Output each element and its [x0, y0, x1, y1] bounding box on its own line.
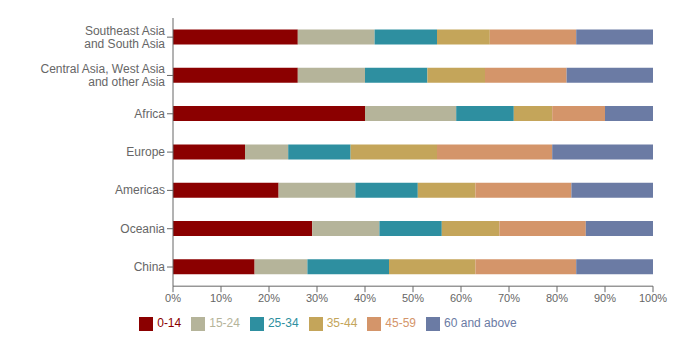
html-text:45-59: 45-59	[385, 316, 416, 331]
svg-text:60%: 60%	[450, 292, 472, 304]
svg-text:Europe: Europe	[126, 145, 165, 159]
svg-text:90%: 90%	[594, 292, 616, 304]
svg-text:50%: 50%	[402, 292, 424, 304]
svg-text:China: China	[134, 260, 166, 274]
svg-text:80%: 80%	[546, 292, 568, 304]
svg-text:Americas: Americas	[115, 183, 165, 197]
html-text:60 and above: 60 and above	[444, 316, 517, 331]
svg-text:Southeast Asiaand South Asia: Southeast Asiaand South Asia	[84, 24, 165, 51]
html-text:25-34: 25-34	[267, 316, 299, 331]
svg-text:Central Asia, West Asiaand oth: Central Asia, West Asiaand other Asia	[41, 62, 166, 89]
svg-text:100%: 100%	[639, 292, 667, 304]
html-text:0-14: 0-14	[157, 316, 182, 331]
svg-text:70%: 70%	[498, 292, 520, 304]
svg-text:Oceania: Oceania	[120, 222, 165, 236]
svg-text:30%: 30%	[306, 292, 328, 304]
svg-text:40%: 40%	[354, 292, 376, 304]
svg-text:Africa: Africa	[134, 107, 165, 121]
html-text:15-24: 15-24	[209, 316, 240, 331]
svg-text:0%: 0%	[165, 292, 181, 304]
svg-text:10%: 10%	[210, 292, 232, 304]
html-text:35-44: 35-44	[326, 316, 358, 331]
svg-text:20%: 20%	[258, 292, 280, 304]
